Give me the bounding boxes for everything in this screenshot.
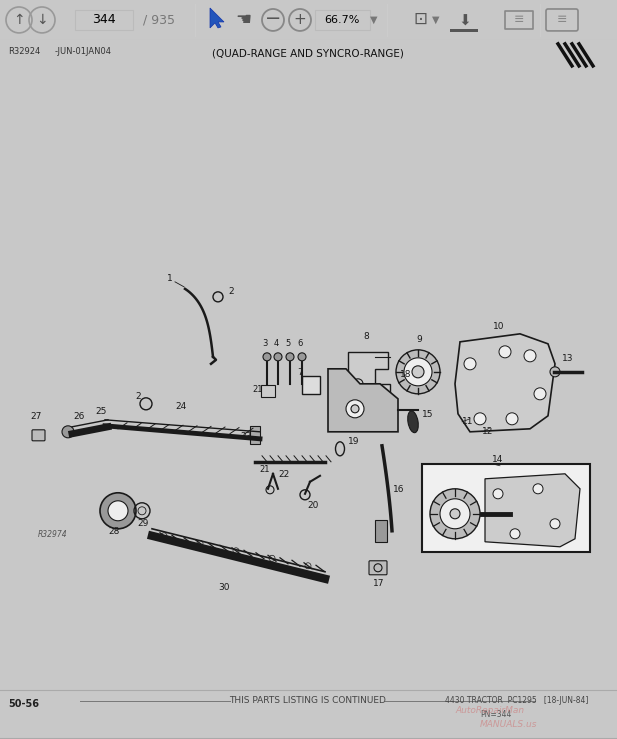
Bar [302,376,320,394]
Circle shape [440,499,470,529]
Text: ≡: ≡ [514,13,524,27]
Text: ⬇: ⬇ [458,13,471,28]
Text: / 935: / 935 [143,13,175,27]
Text: 23: 23 [240,432,251,440]
Text: MANUALS.us: MANUALS.us [480,721,537,729]
Text: 21: 21 [259,465,270,474]
Text: −: − [265,10,281,29]
Polygon shape [348,352,390,403]
Text: 19: 19 [348,437,360,446]
Bar [505,11,533,29]
Circle shape [346,400,364,418]
Polygon shape [328,369,398,432]
Text: R32974: R32974 [38,530,68,539]
Circle shape [62,426,74,437]
Polygon shape [210,8,224,28]
Text: 30: 30 [218,583,230,592]
Text: 26: 26 [73,412,85,420]
Text: ☚: ☚ [236,11,252,29]
Text: PN=344: PN=344 [480,710,511,719]
Text: ↓: ↓ [36,13,48,27]
Text: R32924: R32924 [8,47,40,56]
Bar [450,29,478,32]
Text: 21: 21 [252,385,262,394]
Circle shape [404,358,432,386]
Circle shape [510,529,520,539]
Text: 4: 4 [273,339,279,348]
Text: 16: 16 [393,485,405,494]
Circle shape [100,493,136,529]
Text: 20: 20 [307,501,318,510]
Text: ⊡: ⊡ [413,10,427,28]
Circle shape [493,488,503,499]
Bar [315,10,370,30]
Text: 25: 25 [95,406,106,416]
Text: 1: 1 [167,274,173,283]
Circle shape [524,350,536,362]
Text: +: + [294,13,307,27]
Text: 27: 27 [30,412,41,420]
Text: ↑: ↑ [13,13,25,27]
Circle shape [474,413,486,425]
Text: 7: 7 [297,368,303,377]
Bar [375,520,387,542]
Circle shape [550,519,560,529]
Text: 22: 22 [278,470,289,479]
FancyBboxPatch shape [369,561,387,575]
Text: 5: 5 [286,339,291,348]
Circle shape [298,353,306,361]
FancyBboxPatch shape [32,430,45,440]
Circle shape [430,488,480,539]
Text: ▼: ▼ [370,15,378,25]
Text: ≡: ≡ [557,13,567,27]
Circle shape [108,501,128,521]
Text: THIS PARTS LISTING IS CONTINUED: THIS PARTS LISTING IS CONTINUED [230,696,386,705]
Text: 11: 11 [462,417,473,426]
Text: ▼: ▼ [433,15,440,25]
Text: 12: 12 [482,427,494,436]
Text: 29: 29 [137,519,148,528]
Text: 13: 13 [562,354,573,363]
Text: 28: 28 [108,527,119,536]
Text: 14: 14 [492,454,503,464]
Circle shape [412,366,424,378]
Bar [75,10,133,30]
Text: 10: 10 [493,322,505,331]
Text: 9: 9 [416,335,422,344]
Text: 8: 8 [363,332,369,341]
Circle shape [464,358,476,370]
Circle shape [351,405,359,413]
Circle shape [533,484,543,494]
Text: 15: 15 [422,410,434,419]
Polygon shape [485,474,580,547]
Text: 50-56: 50-56 [8,699,39,709]
Text: 17: 17 [373,579,384,588]
Circle shape [450,508,460,519]
Text: 66.7%: 66.7% [325,15,360,25]
Polygon shape [455,334,555,432]
Bar [422,464,590,552]
Text: 3: 3 [262,339,268,348]
Text: -JUN-01JAN04: -JUN-01JAN04 [55,47,112,56]
Text: 2: 2 [228,287,234,296]
Circle shape [274,353,282,361]
Circle shape [286,353,294,361]
Text: (QUAD-RANGE AND SYNCRO-RANGE): (QUAD-RANGE AND SYNCRO-RANGE) [212,49,404,59]
Circle shape [499,346,511,358]
Text: 4430 TRACTOR  PC1295   [18-JUN-84]: 4430 TRACTOR PC1295 [18-JUN-84] [445,696,589,705]
Ellipse shape [408,411,418,432]
Text: 6: 6 [297,339,303,348]
Circle shape [396,350,440,394]
Circle shape [550,367,560,377]
Text: 2: 2 [135,392,141,401]
Text: 344: 344 [92,13,116,27]
Bar [261,385,275,397]
Circle shape [534,388,546,400]
Text: AutoRepairMan: AutoRepairMan [455,706,524,715]
Circle shape [506,413,518,425]
Text: 18: 18 [400,370,412,379]
Text: 24: 24 [175,402,186,411]
Bar [250,426,260,444]
Circle shape [263,353,271,361]
